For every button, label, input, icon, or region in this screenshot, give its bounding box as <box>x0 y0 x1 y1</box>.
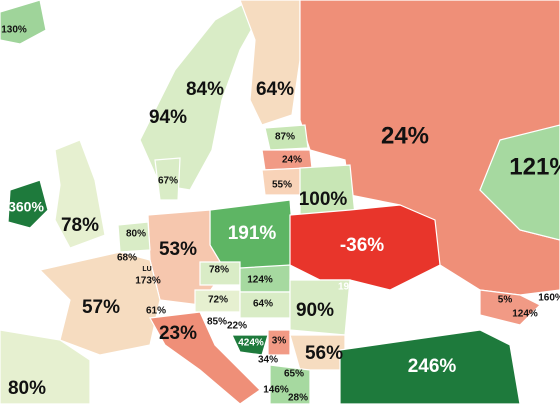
label: 34% <box>258 355 278 366</box>
label: 246% <box>408 356 457 377</box>
label: 78% <box>61 215 99 236</box>
label: 121% <box>509 153 560 180</box>
label: LU <box>142 266 151 273</box>
label: 56% <box>305 343 343 364</box>
label: 64% <box>256 79 294 100</box>
label: 146% <box>263 385 289 396</box>
turkey <box>339 329 521 404</box>
label: 28% <box>288 393 308 404</box>
label: 19% <box>338 282 358 293</box>
kazakhstan <box>479 124 560 241</box>
italy <box>149 311 261 404</box>
label: 67% <box>158 176 178 187</box>
label: 160% <box>538 293 560 304</box>
netherlands <box>117 221 151 253</box>
label: 68% <box>117 253 137 264</box>
greece <box>269 364 311 404</box>
label: 23% <box>159 323 197 344</box>
label: 84% <box>186 79 224 100</box>
label: 61% <box>146 306 166 317</box>
iberia <box>0 329 91 404</box>
denmark <box>154 157 181 201</box>
label: 22% <box>227 321 247 332</box>
caucasus <box>479 289 542 326</box>
label: 424% <box>238 338 264 349</box>
label: 24% <box>381 122 429 149</box>
britain <box>54 139 106 249</box>
label: 72% <box>208 295 228 306</box>
norway-sweden <box>139 0 269 191</box>
label: 124% <box>247 275 273 286</box>
label: 124% <box>512 309 538 320</box>
label: 100% <box>299 189 348 210</box>
serbia <box>267 329 291 356</box>
label: 57% <box>82 297 120 318</box>
ukraine <box>289 204 441 291</box>
label: 191% <box>228 223 277 244</box>
label: 85% <box>207 317 227 328</box>
label: 87% <box>275 132 295 143</box>
label: -36% <box>340 235 384 256</box>
label: 173% <box>135 276 161 287</box>
label: 130% <box>1 25 27 36</box>
label: 94% <box>149 107 187 128</box>
label: 78% <box>209 265 229 276</box>
bosnia <box>231 334 269 356</box>
label: 80% <box>8 378 46 399</box>
france <box>38 251 161 356</box>
label: 24% <box>282 155 302 166</box>
estonia <box>264 124 309 151</box>
iceland <box>0 0 47 45</box>
label: 53% <box>159 239 197 260</box>
label: 64% <box>253 299 273 310</box>
label: 80% <box>126 229 146 240</box>
label: 90% <box>296 300 334 321</box>
label: 5% <box>498 295 513 306</box>
ireland <box>7 179 49 229</box>
label: 55% <box>272 180 292 191</box>
label: 360% <box>8 199 44 215</box>
label: 65% <box>284 369 304 380</box>
label: 3% <box>272 336 287 347</box>
